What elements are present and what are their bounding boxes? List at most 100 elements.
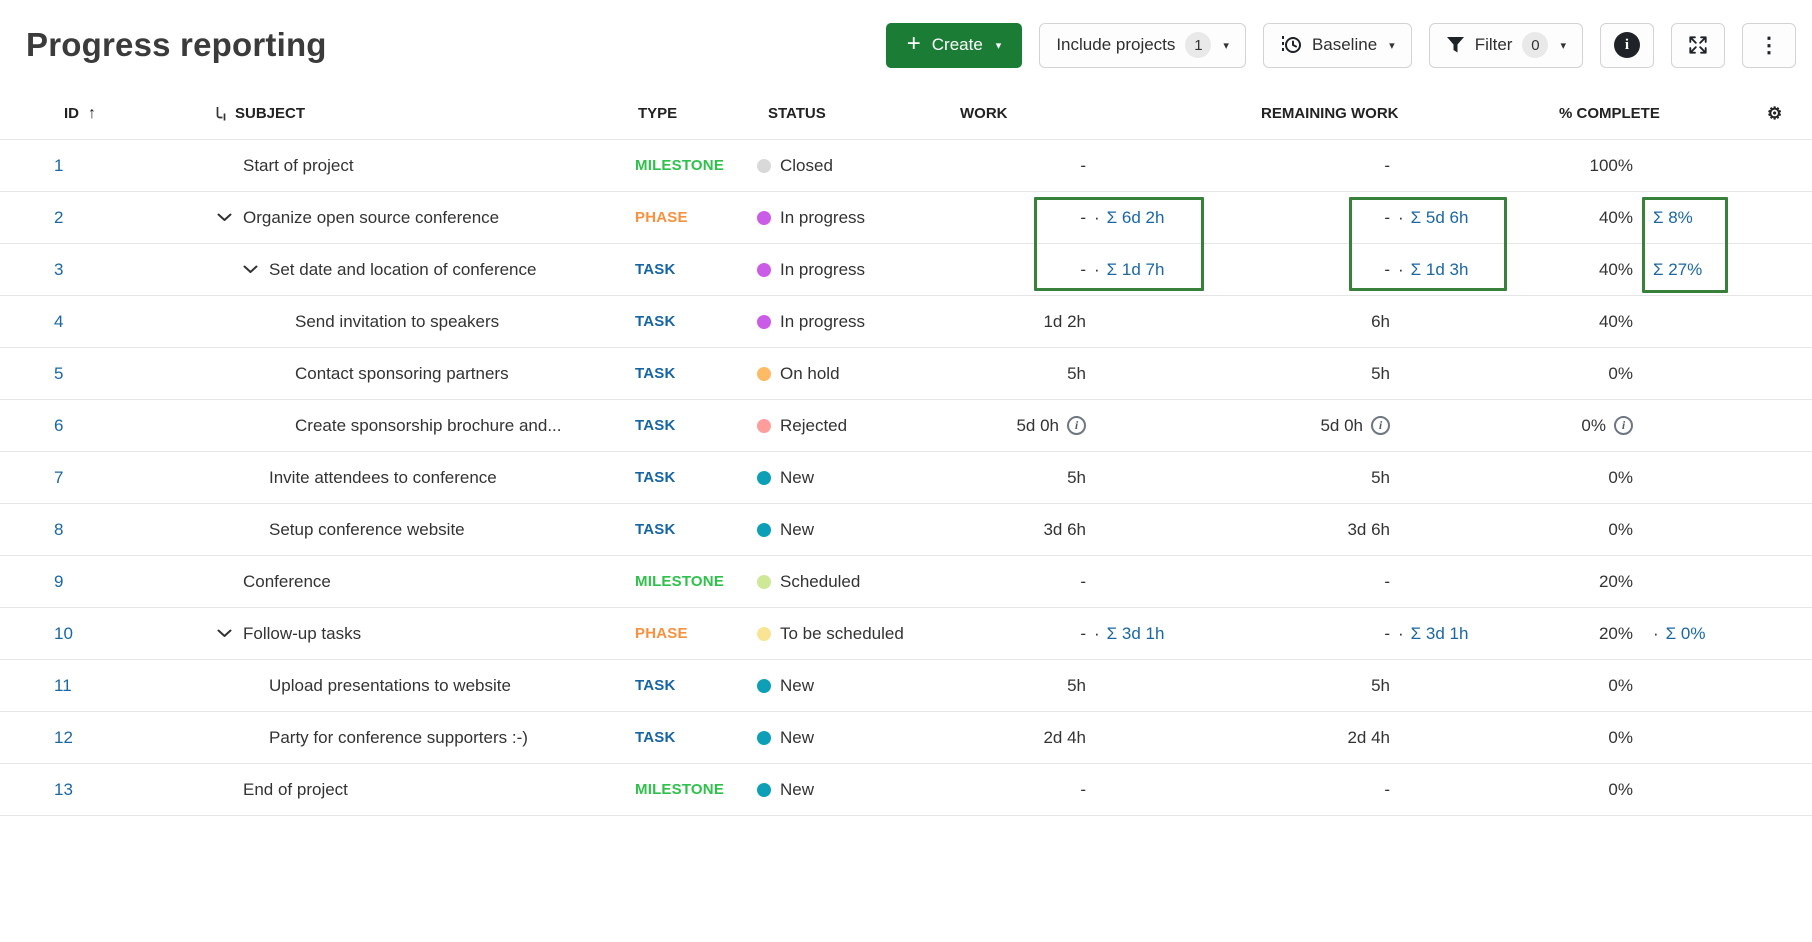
work-value: - [1080,779,1086,799]
work-package-id-link[interactable]: 1 [54,155,64,175]
work-package-id-link[interactable]: 9 [54,571,64,591]
work-package-id-link[interactable]: 10 [54,623,73,643]
work-cell: 5h [925,348,1210,399]
baseline-button[interactable]: Baseline ▾ [1262,22,1412,68]
column-header-work[interactable]: WORK [960,105,1008,122]
column-header-percent-complete[interactable]: % COMPLETE [1559,105,1660,122]
sum-link[interactable]: Σ 8% [1653,207,1693,227]
work-cell: - · Σ 6d 2h [925,192,1210,243]
work-cell: 3d 6h [925,504,1210,555]
derived-value-info-icon[interactable]: i [1067,416,1086,435]
column-header-type[interactable]: TYPE [638,105,678,122]
work-package-id-link[interactable]: 5 [54,363,64,383]
collapse-chevron-icon[interactable] [217,629,243,638]
toolbar: + Create ▾ Include projects 1 ▾ Baseline… [885,22,1796,68]
sum-link[interactable]: Σ 3d 1h [1106,623,1165,643]
table-row[interactable]: 1 Start of project MILESTONE Closed - - … [0,140,1812,192]
fullscreen-button[interactable] [1671,22,1725,68]
work-package-id-link[interactable]: 11 [54,675,72,695]
work-package-id-link[interactable]: 8 [54,519,64,539]
status-cell: On hold [745,364,925,384]
status-dot-icon [757,782,771,797]
table-row[interactable]: 10 Follow-up tasks PHASE To be scheduled… [0,608,1812,660]
percent-complete-value: 0% [1608,519,1633,539]
separator-dot: · [1094,259,1100,279]
status-label: In progress [780,311,866,331]
status-label: New [780,519,815,539]
subject-cell: Follow-up tasks [140,624,625,644]
percent-complete-cell: 20% [1495,556,1745,607]
derived-value-info-icon[interactable]: i [1614,416,1633,435]
work-value: 1d 2h [1043,311,1086,331]
percent-complete-cell: 0% [1495,504,1745,555]
subject-cell: Create sponsorship brochure and... [140,416,625,436]
percent-complete-value: 0% [1608,779,1633,799]
table-row[interactable]: 8 Setup conference website TASK New 3d 6… [0,504,1812,556]
remaining-work-value: 5h [1371,675,1390,695]
work-package-id-link[interactable]: 2 [54,207,64,227]
table-row[interactable]: 7 Invite attendees to conference TASK Ne… [0,452,1812,504]
work-value: 5h [1067,363,1086,383]
work-package-id-link[interactable]: 3 [54,259,64,279]
type-label: MILESTONE [635,157,725,174]
info-button[interactable]: i [1600,22,1654,68]
subject-text: Contact sponsoring partners [295,363,509,383]
status-cell: In progress [745,260,925,280]
table-settings-gear-icon[interactable]: ⚙ [1767,103,1783,123]
work-value: 5h [1067,467,1086,487]
status-label: Rejected [780,415,848,435]
remaining-work-value: - [1384,207,1390,227]
more-options-button[interactable]: ⋮ [1742,22,1796,68]
sum-link[interactable]: Σ 6d 2h [1106,207,1165,227]
include-projects-button[interactable]: Include projects 1 ▾ [1039,22,1246,68]
table-row[interactable]: 11 Upload presentations to website TASK … [0,660,1812,712]
derived-value-info-icon[interactable]: i [1371,416,1390,435]
remaining-work-cell: 2d 4h [1210,712,1495,763]
table-row[interactable]: 4 Send invitation to speakers TASK In pr… [0,296,1812,348]
remaining-work-cell: 5h [1210,348,1495,399]
percent-complete-value: 0% [1608,467,1633,487]
work-package-id-link[interactable]: 13 [54,779,73,799]
work-cell: - [925,556,1210,607]
work-package-id-link[interactable]: 7 [54,467,64,487]
table-row[interactable]: 13 End of project MILESTONE New - - 0% [0,764,1812,816]
table-row[interactable]: 6 Create sponsorship brochure and... TAS… [0,400,1812,452]
column-header-subject[interactable]: SUBJECT [140,105,625,122]
column-header-status[interactable]: STATUS [768,105,826,122]
work-package-id-link[interactable]: 12 [54,727,73,747]
table-row[interactable]: 9 Conference MILESTONE Scheduled - - 20% [0,556,1812,608]
sum-link[interactable]: Σ 0% [1665,623,1706,643]
table-row[interactable]: 3 Set date and location of conference TA… [0,244,1812,296]
table-row[interactable]: 5 Contact sponsoring partners TASK On ho… [0,348,1812,400]
table-row[interactable]: 2 Organize open source conference PHASE … [0,192,1812,244]
percent-complete-cell: 0% [1495,348,1745,399]
sum-link[interactable]: Σ 3d 1h [1410,623,1469,643]
work-package-id-link[interactable]: 6 [54,415,64,435]
filter-label: Filter [1474,35,1513,54]
remaining-work-sum: · Σ 5d 6h [1390,208,1495,228]
work-package-id-link[interactable]: 4 [54,311,64,331]
subject-text: End of project [243,779,348,799]
create-button[interactable]: + Create ▾ [885,22,1023,68]
collapse-chevron-icon[interactable] [217,213,243,222]
percent-complete-cell: 40% Σ 27% [1495,244,1745,295]
remaining-work-cell: 5h [1210,452,1495,503]
include-projects-label: Include projects [1056,35,1176,54]
work-value: - [1080,623,1086,643]
sum-link[interactable]: Σ 5d 6h [1410,207,1469,227]
filter-button[interactable]: Filter 0 ▾ [1428,22,1583,68]
percent-complete-value: 0% [1608,363,1633,383]
work-value: 5d 0h i [925,416,1086,436]
sum-link[interactable]: Σ 1d 3h [1410,259,1469,279]
sum-link[interactable]: Σ 1d 7h [1106,259,1165,279]
sum-link[interactable]: Σ 27% [1653,259,1703,279]
column-header-id[interactable]: ID ↑ [0,105,140,123]
expand-icon [1689,36,1707,54]
collapse-chevron-icon[interactable] [243,265,269,274]
subject-text: Follow-up tasks [243,623,362,643]
column-header-remaining-work[interactable]: REMAINING WORK [1261,105,1399,122]
status-label: New [780,779,815,799]
status-dot-icon [757,418,771,433]
table-row[interactable]: 12 Party for conference supporters :-) T… [0,712,1812,764]
subject-text: Create sponsorship brochure and... [295,415,562,435]
